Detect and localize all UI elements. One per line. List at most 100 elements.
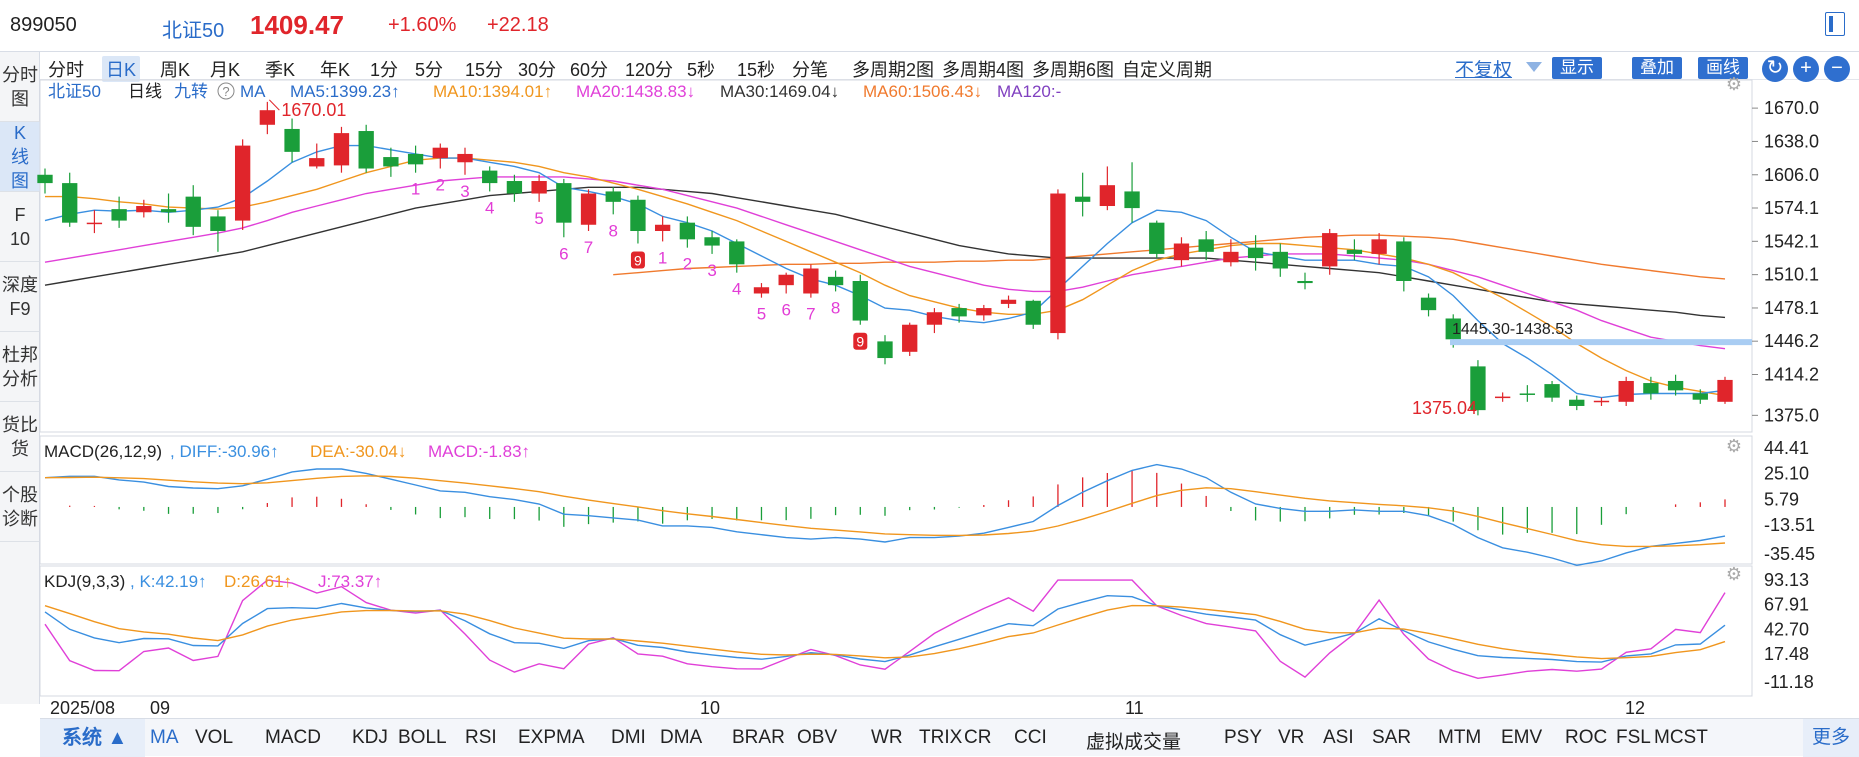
candle-body <box>1247 247 1264 259</box>
period-14[interactable]: 分笔 <box>792 60 828 80</box>
nav-item-0[interactable]: 分时 图 <box>0 52 40 122</box>
legend-item: 日线 <box>128 82 162 101</box>
indicator-cr[interactable]: CR <box>964 727 992 748</box>
indicator-mtm[interactable]: MTM <box>1438 727 1482 748</box>
candle-body <box>284 128 300 152</box>
symbol-code: 899050 <box>10 14 77 36</box>
legend-item: 九转 <box>174 82 208 101</box>
period-9[interactable]: 30分 <box>518 60 557 80</box>
dea-legend: DEA:-30.04↓ <box>310 442 406 461</box>
macd-panel-frame <box>39 435 1753 565</box>
system-button[interactable]: 系统 ▲ <box>40 719 145 757</box>
indicator-cci[interactable]: CCI <box>1014 727 1047 748</box>
candle-body <box>1643 383 1659 394</box>
period-17[interactable]: 多周期6图 <box>1032 60 1115 80</box>
candle-body <box>704 237 720 246</box>
indicator-trix[interactable]: TRIX <box>919 727 963 748</box>
period-3[interactable]: 月K <box>210 60 241 80</box>
candle-body <box>1445 318 1461 340</box>
indicator-boll[interactable]: BOLL <box>398 727 447 748</box>
candle-body <box>976 308 992 316</box>
candle-body <box>37 174 53 184</box>
indicator-mcst[interactable]: MCST <box>1654 727 1708 748</box>
indicator-kdj[interactable]: KDJ <box>352 727 388 748</box>
zoom-out-icon[interactable]: − <box>1824 56 1850 82</box>
indicator-obv[interactable]: OBV <box>797 727 838 748</box>
high-label: 1670.01 <box>281 100 346 120</box>
diff-legend: , DIFF:-30.96↑ <box>170 442 279 461</box>
period-0[interactable]: 分时 <box>48 60 84 80</box>
indicator-虚拟成交量[interactable]: 虚拟成交量 <box>1086 732 1182 753</box>
period-11[interactable]: 120分 <box>625 60 674 80</box>
nav-item-2[interactable]: F 10 <box>0 192 40 262</box>
candle-body <box>358 131 374 169</box>
period-13[interactable]: 15秒 <box>737 60 776 80</box>
candle-body <box>926 312 943 325</box>
panel-toggle-icon[interactable] <box>1825 12 1845 36</box>
period-18[interactable]: 自定义周期 <box>1122 60 1212 80</box>
period-10[interactable]: 60分 <box>570 60 609 80</box>
td-count: 4 <box>485 198 494 217</box>
indicator-sar[interactable]: SAR <box>1372 727 1412 748</box>
index-name[interactable]: 北证50 <box>162 20 225 42</box>
nav-item-3[interactable]: 深度 F9 <box>0 262 40 332</box>
indicator-ma[interactable]: MA <box>150 727 179 748</box>
indicator-dma[interactable]: DMA <box>660 727 703 748</box>
indicator-emv[interactable]: EMV <box>1501 727 1543 748</box>
more-button[interactable]: 更多 <box>1803 719 1859 757</box>
indicator-psy[interactable]: PSY <box>1224 727 1263 748</box>
nav-item-5[interactable]: 货比 货 <box>0 402 40 472</box>
zoom-in-icon[interactable]: + <box>1793 56 1819 82</box>
indicator-rsi[interactable]: RSI <box>465 727 497 748</box>
candle-body <box>1074 196 1091 202</box>
y-tick-label: 1574.1 <box>1764 198 1819 218</box>
candle-body <box>1025 300 1041 325</box>
y-tick-label: 1375.0 <box>1764 405 1819 425</box>
period-1[interactable]: 日K <box>102 56 141 82</box>
indicator-asi[interactable]: ASI <box>1323 727 1354 748</box>
nav-item-1[interactable]: K 线 图 <box>0 122 40 192</box>
nav-item-6[interactable]: 个股 诊断 <box>0 472 40 542</box>
indicator-fsl[interactable]: FSL <box>1616 727 1651 748</box>
period-15[interactable]: 多周期2图 <box>852 60 935 80</box>
y-tick-label: 1414.2 <box>1764 365 1819 385</box>
period-4[interactable]: 季K <box>265 60 296 80</box>
candle-body <box>383 157 399 167</box>
td-count: 4 <box>732 280 741 299</box>
period-6[interactable]: 1分 <box>370 60 399 80</box>
period-12[interactable]: 5秒 <box>687 60 716 80</box>
period-7[interactable]: 5分 <box>415 60 444 80</box>
indicator-wr[interactable]: WR <box>871 727 903 748</box>
indicator-macd[interactable]: MACD <box>265 727 321 748</box>
period-5[interactable]: 年K <box>320 60 351 80</box>
display-button[interactable]: 显示 <box>1552 57 1602 79</box>
nav-item-4[interactable]: 杜邦 分析 <box>0 332 40 402</box>
indicator-vol[interactable]: VOL <box>195 727 234 748</box>
adjust-select[interactable]: 不复权 <box>1455 60 1513 81</box>
refresh-icon[interactable]: ↻ <box>1762 56 1788 82</box>
indicator-roc[interactable]: ROC <box>1565 727 1608 748</box>
period-16[interactable]: 多周期4图 <box>942 60 1025 80</box>
kdj-tick-label: -11.18 <box>1764 672 1814 692</box>
draw-button[interactable]: 画线 <box>1698 57 1748 79</box>
overlay-button[interactable]: 叠加 <box>1632 57 1682 79</box>
indicator-dmi[interactable]: DMI <box>611 727 646 748</box>
indicator-brar[interactable]: BRAR <box>732 727 785 748</box>
ma-legend-5: MA60:1506.43↓ <box>863 82 982 101</box>
period-8[interactable]: 15分 <box>465 60 504 80</box>
candle-body <box>111 209 127 221</box>
period-2[interactable]: 周K <box>160 60 191 80</box>
candle-body <box>531 181 547 194</box>
indicator-expma[interactable]: EXPMA <box>518 727 585 748</box>
td-count: 1 <box>658 248 667 267</box>
y-tick-label: 1446.2 <box>1764 331 1819 351</box>
period-bar: 不复权 显示 叠加 画线 ↻ + − 分时 日K 周K 月K 季K 年K 1分 5分 15分 30… <box>40 52 1859 82</box>
kline-chart[interactable]: 1670.01638.01606.01574.11542.11510.11478… <box>0 0 1859 718</box>
td-count: 5 <box>534 209 543 228</box>
help-icon-glyph: ? <box>222 84 229 99</box>
chevron-down-icon[interactable] <box>1526 62 1542 72</box>
td-count: 9 <box>856 334 864 350</box>
candle-body <box>234 145 251 221</box>
indicator-vr[interactable]: VR <box>1278 727 1305 748</box>
kdj-tick-label: 17.48 <box>1764 644 1809 664</box>
